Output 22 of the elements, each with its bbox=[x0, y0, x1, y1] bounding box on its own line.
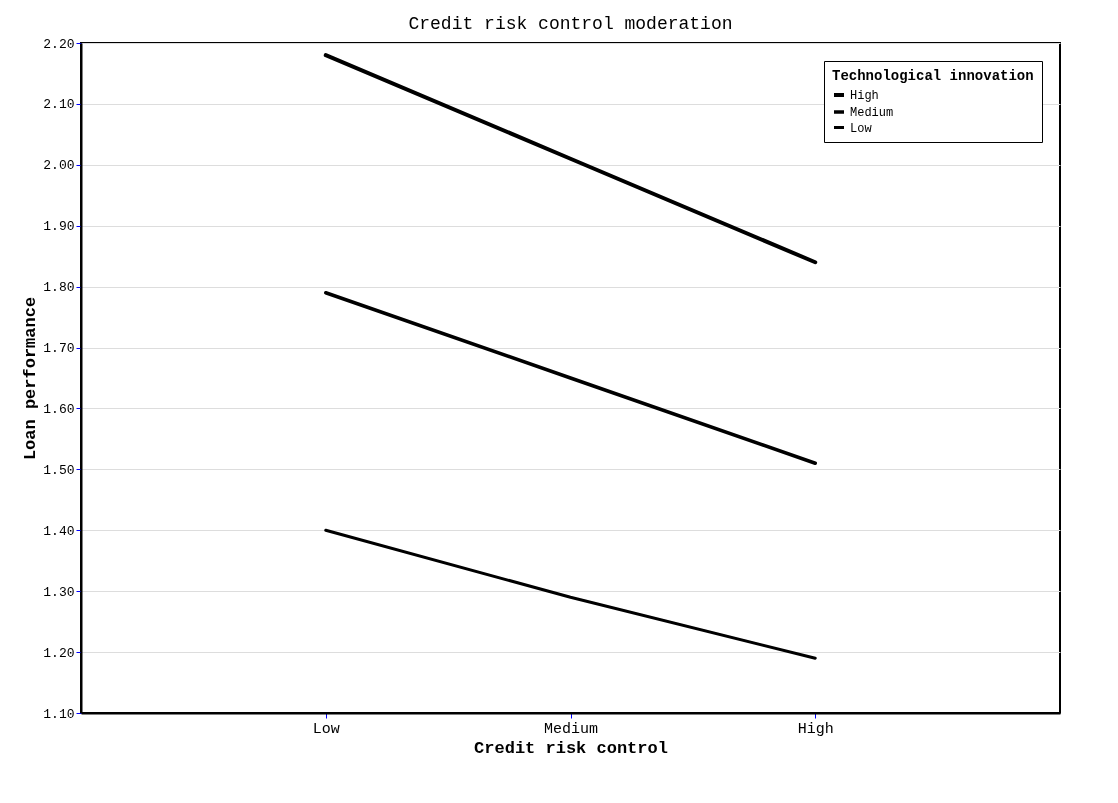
y-tick-label: 1.10 bbox=[43, 706, 75, 722]
y-tick-label: 2.10 bbox=[43, 97, 75, 113]
y-tick-label: 1.40 bbox=[43, 523, 75, 539]
y-tick-label: 1.90 bbox=[43, 219, 75, 235]
legend-title: Technological innovation bbox=[832, 68, 1034, 84]
y-tick-label: 1.50 bbox=[43, 462, 75, 478]
y-tick-label: 2.20 bbox=[43, 36, 75, 52]
y-axis-title: Loan performance bbox=[21, 296, 41, 461]
legend-label: High bbox=[850, 89, 879, 103]
x-tick-label: High bbox=[797, 720, 834, 738]
chart-title: Credit risk control moderation bbox=[408, 14, 733, 34]
legend-label: Low bbox=[850, 121, 873, 136]
y-tick-label: 1.20 bbox=[43, 645, 75, 661]
y-tick-label: 1.80 bbox=[43, 280, 75, 296]
x-tick-label: Medium bbox=[543, 720, 599, 738]
legend-label: Medium bbox=[850, 106, 894, 120]
y-tick-label: 2.00 bbox=[43, 158, 75, 174]
y-tick-label: 1.70 bbox=[43, 341, 75, 357]
x-axis-title: Credit risk control bbox=[474, 738, 668, 758]
x-tick-label: Low bbox=[312, 720, 340, 738]
y-tick-label: 1.30 bbox=[43, 584, 75, 600]
y-tick-label: 1.60 bbox=[43, 401, 75, 417]
